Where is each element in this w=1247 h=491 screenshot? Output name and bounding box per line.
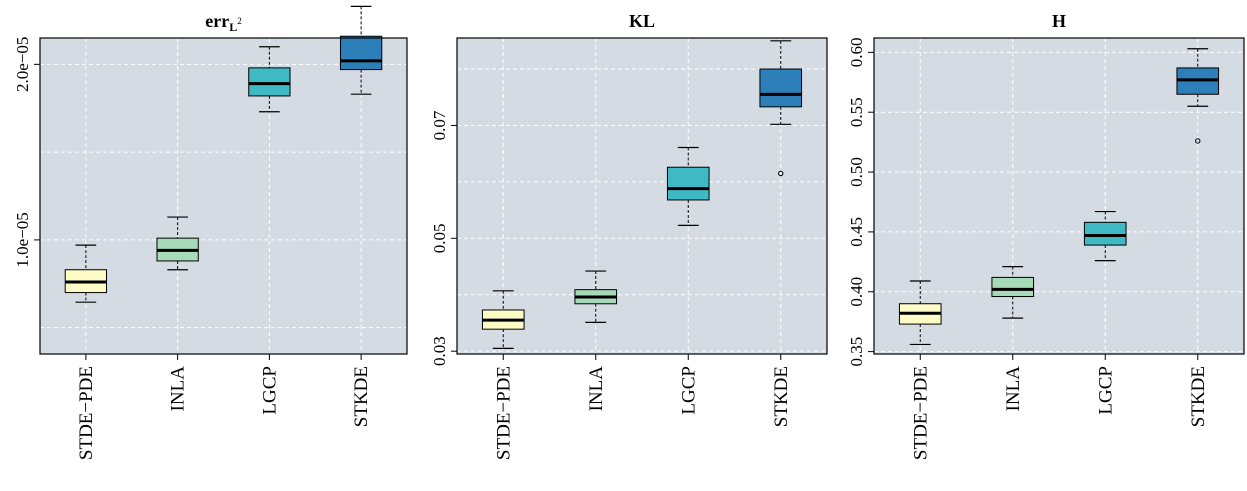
x-tick-label: INLA — [168, 366, 189, 412]
y-tick-label: 1.0e−05 — [13, 212, 32, 267]
box-3 — [1083, 210, 1127, 262]
box-iqr — [339, 35, 383, 71]
x-tick-label: STKDE — [771, 366, 792, 427]
box-iqr — [248, 67, 291, 97]
x-tick-label: LGCP — [259, 366, 280, 415]
box-2 — [156, 216, 199, 271]
box-3 — [666, 146, 710, 226]
plot-background — [40, 38, 407, 354]
box-1 — [898, 280, 942, 346]
outlier-point — [1195, 138, 1201, 144]
x-tick-label: STDE−PDE — [493, 366, 514, 460]
y-tick-label: 0.40 — [847, 277, 866, 307]
y-tick-label: 2.0e−05 — [13, 37, 32, 92]
box-4 — [1176, 48, 1220, 144]
chart-title: KL — [629, 11, 655, 31]
box-iqr — [759, 68, 803, 108]
box-4 — [339, 5, 383, 95]
box-iqr — [991, 276, 1035, 298]
chart-title: errL2 — [205, 11, 241, 34]
box-1 — [481, 290, 525, 349]
y-tick-label: 0.35 — [847, 337, 866, 367]
box-2 — [991, 266, 1035, 319]
title-subscript: L — [229, 20, 237, 34]
y-tick-label: 0.05 — [430, 223, 449, 253]
y-tick-label: 0.50 — [847, 157, 866, 187]
chart-title: H — [1052, 11, 1066, 31]
plot-frame — [873, 37, 1245, 355]
y-tick-label: 0.60 — [847, 37, 866, 67]
x-tick-label: STDE−PDE — [910, 366, 931, 460]
y-tick-label: 0.55 — [847, 97, 866, 127]
y-tick-label: 0.45 — [847, 217, 866, 247]
panel-2: 0.03 0.05 0.07 STDE−PDE INLA LGCP STKDE KL — [430, 11, 828, 460]
plot-frame — [39, 37, 408, 355]
x-tick-label: INLA — [1003, 366, 1024, 412]
panel-3: 0.35 0.40 0.45 0.50 0.55 0.60 STDE−PDE INLA LGCP… — [847, 11, 1245, 460]
outlier-point — [778, 170, 784, 177]
x-tick-label: INLA — [586, 366, 607, 412]
box-3 — [248, 46, 291, 113]
x-tick-label: STKDE — [351, 366, 372, 427]
box-1 — [64, 244, 108, 303]
y-tick-label: 0.03 — [430, 336, 449, 366]
box-2 — [574, 270, 618, 323]
title-superscript: 2 — [237, 16, 242, 26]
x-tick-label: LGCP — [678, 366, 699, 415]
x-tick-label: STKDE — [1188, 366, 1209, 427]
box-4 — [759, 40, 803, 177]
x-tick-label: STDE−PDE — [76, 366, 97, 460]
box-iqr — [1083, 221, 1127, 246]
y-tick-label: 0.07 — [430, 110, 449, 140]
box-iqr — [666, 166, 710, 201]
x-tick-label: LGCP — [1095, 366, 1116, 415]
plot-frame — [456, 37, 828, 355]
panel-1: 1.0e−05 2.0e−05 STDE−PDE INLA LGCP STKDE errL2 — [13, 5, 408, 460]
